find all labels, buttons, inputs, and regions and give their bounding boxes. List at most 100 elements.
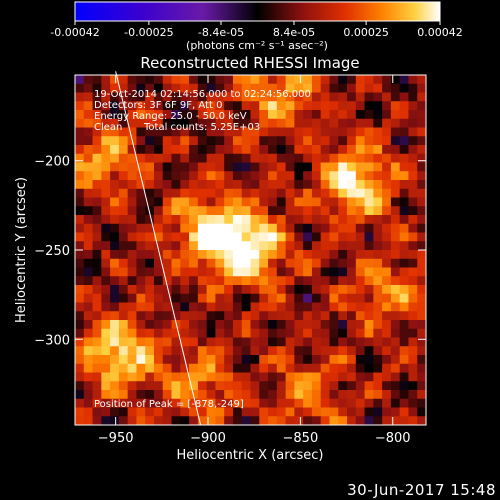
heatmap-cell xyxy=(171,118,181,128)
heatmap-cell xyxy=(101,232,111,242)
heatmap-cell xyxy=(197,118,208,128)
heatmap-cell xyxy=(180,206,190,216)
heatmap-cell xyxy=(110,223,120,233)
heatmap-cell xyxy=(329,83,339,93)
heatmap-cell xyxy=(83,136,94,146)
heatmap-cell xyxy=(118,232,129,242)
heatmap-cell xyxy=(303,398,313,408)
heatmap-cell xyxy=(75,337,85,347)
heatmap-cell xyxy=(145,171,155,181)
heatmap-cell xyxy=(224,285,234,295)
heatmap-cell xyxy=(390,171,401,181)
heatmap-cell xyxy=(180,302,190,312)
heatmap-cell xyxy=(180,92,190,102)
heatmap-cell xyxy=(101,153,111,163)
heatmap-cell xyxy=(355,328,366,338)
heatmap-cell xyxy=(320,83,330,93)
heatmap-cell xyxy=(180,215,190,225)
heatmap-cell xyxy=(162,118,173,128)
heatmap-cell xyxy=(338,215,348,225)
heatmap-cell xyxy=(127,215,137,225)
x-tick-label: −950 xyxy=(98,431,134,446)
heatmap-cell xyxy=(110,267,120,277)
heatmap-cell xyxy=(127,110,137,120)
heatmap-cell xyxy=(241,188,251,198)
heatmap-cell xyxy=(311,215,322,225)
heatmap-cell xyxy=(232,223,243,233)
heatmap-cell xyxy=(83,337,94,347)
heatmap-cell xyxy=(189,407,199,417)
heatmap-cell xyxy=(241,407,251,417)
heatmap-cell xyxy=(303,127,313,137)
heatmap-cell xyxy=(197,136,208,146)
heatmap-cell xyxy=(364,127,374,137)
heatmap-cell xyxy=(329,250,339,260)
heatmap-cell xyxy=(276,328,287,338)
heatmap-cell xyxy=(382,276,392,286)
heatmap-cell xyxy=(162,145,173,155)
heatmap-cell xyxy=(329,320,339,330)
heatmap-cell xyxy=(373,101,383,111)
heatmap-cell xyxy=(180,320,190,330)
heatmap-cell xyxy=(329,206,339,216)
heatmap-cell xyxy=(408,302,418,312)
heatmap-cell xyxy=(355,337,366,347)
heatmap-cell xyxy=(118,337,129,347)
heatmap-cell xyxy=(110,145,120,155)
info-method: Clean xyxy=(94,122,122,133)
heatmap-cell xyxy=(171,381,181,391)
heatmap-cell xyxy=(215,232,225,242)
colorbar-tick-label: 0.00025 xyxy=(343,26,389,39)
heatmap-cell xyxy=(215,337,225,347)
heatmap-cell xyxy=(180,75,190,85)
heatmap-cell xyxy=(268,223,278,233)
heatmap-cell xyxy=(276,337,287,347)
heatmap-cell xyxy=(83,153,94,163)
heatmap-cell xyxy=(180,171,190,181)
heatmap-cell xyxy=(232,390,243,400)
heatmap-cell xyxy=(285,118,295,128)
heatmap-cell xyxy=(75,171,85,181)
heatmap-cell xyxy=(390,363,401,373)
heatmap-cell xyxy=(373,381,383,391)
heatmap-cell xyxy=(399,127,409,137)
heatmap-cell xyxy=(276,311,287,321)
heatmap-cell xyxy=(206,416,216,425)
heatmap-cell xyxy=(189,302,199,312)
heatmap-cell xyxy=(197,407,208,417)
heatmap-cell xyxy=(338,337,348,347)
heatmap-cell xyxy=(285,110,295,120)
heatmap-cell xyxy=(92,206,102,216)
heatmap-cell xyxy=(355,390,366,400)
heatmap-cell xyxy=(83,285,94,295)
heatmap-cell xyxy=(153,180,164,190)
heatmap-cell xyxy=(382,215,392,225)
heatmap-cell xyxy=(110,276,120,286)
heatmap-cell xyxy=(338,311,348,321)
heatmap-cell xyxy=(145,145,155,155)
heatmap-cell xyxy=(294,215,304,225)
heatmap-cell xyxy=(285,407,295,417)
heatmap-cell xyxy=(153,346,164,356)
heatmap-cell xyxy=(338,223,348,233)
heatmap-cell xyxy=(241,215,251,225)
heatmap-cell xyxy=(110,101,120,111)
heatmap-cell xyxy=(145,118,155,128)
heatmap-cell xyxy=(285,92,295,102)
heatmap-cell xyxy=(373,407,383,417)
heatmap-cell xyxy=(382,110,392,120)
heatmap-cell xyxy=(189,180,199,190)
heatmap-cell xyxy=(408,197,418,207)
heatmap-cell xyxy=(399,346,409,356)
heatmap-cell xyxy=(355,267,366,277)
heatmap-cell xyxy=(268,390,278,400)
heatmap-cell xyxy=(320,320,330,330)
heatmap-cell xyxy=(127,320,137,330)
heatmap-cell xyxy=(408,276,418,286)
heatmap-cell xyxy=(259,285,269,295)
heatmap-cell xyxy=(268,337,278,347)
heatmap-cell xyxy=(390,145,401,155)
heatmap-cell xyxy=(250,153,260,163)
heatmap-cell xyxy=(338,381,348,391)
heatmap-cell xyxy=(75,328,85,338)
